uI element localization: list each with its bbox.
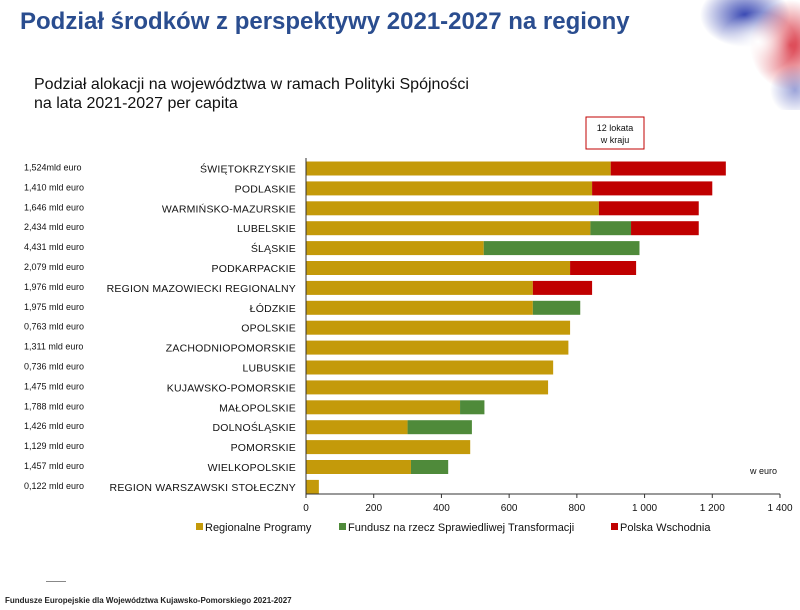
bar-wschodnia xyxy=(570,261,637,275)
allocation-label: 2,434 mld euro xyxy=(24,222,84,232)
allocation-label: 1,311 mld euro xyxy=(24,342,83,352)
allocation-label: 1,457 mld euro xyxy=(24,461,84,471)
allocation-label: 0,763 mld euro xyxy=(24,322,84,332)
bar-wschodnia xyxy=(598,201,699,216)
bar-fundusz xyxy=(407,420,472,435)
allocation-label: 0,122 mld euro xyxy=(24,481,84,491)
x-tick-label: 0 xyxy=(303,503,309,514)
category-label: KUJAWSKO-POMORSKIE xyxy=(167,382,296,394)
bar-regionalne xyxy=(306,161,611,176)
category-label: OPOLSKIE xyxy=(241,323,296,335)
allocation-label: 2,079 mld euro xyxy=(24,262,84,272)
bar-fundusz xyxy=(590,221,632,236)
allocation-label: 1,129 mld euro xyxy=(24,441,84,451)
legend-swatch xyxy=(196,523,203,530)
bar-regionalne xyxy=(306,201,599,216)
stacked-bar-chart: ŚWIĘTOKRZYSKIE 1,524mld euro PODLASKIE 1,41… xyxy=(24,116,793,534)
x-tick-label: 1 200 xyxy=(700,503,725,514)
category-label: POMORSKIE xyxy=(231,442,296,454)
bar-wschodnia xyxy=(610,161,726,176)
category-label: PODKARPACKIE xyxy=(212,263,296,275)
legend-swatch xyxy=(339,523,346,530)
category-label: DOLNOŚLĄSKIE xyxy=(212,421,296,434)
category-label: WARMIŃSKO-MAZURSKIE xyxy=(162,202,296,215)
category-label: ŚLĄSKIE xyxy=(251,242,296,255)
category-label: PODLASKIE xyxy=(235,183,296,195)
bar-fundusz xyxy=(532,300,581,315)
bar-regionalne xyxy=(306,440,471,455)
x-tick-label: 1 400 xyxy=(767,503,792,514)
category-label: WIELKOPOLSKIE xyxy=(208,462,296,474)
footer-text: Fundusze Europejskie dla Województwa Kuj… xyxy=(5,596,292,605)
annotation-box xyxy=(585,116,645,150)
allocation-label: 4,431 mld euro xyxy=(24,242,84,252)
allocation-label: 0,736 mld euro xyxy=(24,362,84,372)
category-label: LUBUSKIE xyxy=(242,363,296,375)
legend-label: Regionalne Programy xyxy=(205,522,312,534)
subtitle-line-1: Podział alokacji na województwa w ramach… xyxy=(34,76,469,93)
subtitle-line-2: na lata 2021-2027 per capita xyxy=(34,95,238,112)
annotation-text-line1: 12 lokata xyxy=(597,123,634,133)
bar-regionalne xyxy=(306,320,571,335)
bar-fundusz xyxy=(410,460,449,474)
chart-subtitle: Podział alokacji na województwa w ramach… xyxy=(34,75,469,113)
bar-regionalne xyxy=(306,241,484,256)
bar-regionalne xyxy=(306,460,411,474)
category-label: ZACHODNIOPOMORSKIE xyxy=(166,343,296,355)
allocation-label: 1,475 mld euro xyxy=(24,381,84,391)
allocation-label: 1,646 mld euro xyxy=(24,202,84,212)
bar-regionalne xyxy=(306,300,533,315)
allocation-label: 1,975 mld euro xyxy=(24,302,84,312)
allocation-label: 1,976 mld euro xyxy=(24,282,84,292)
bar-fundusz xyxy=(483,241,640,256)
legend-label: Polska Wschodnia xyxy=(620,522,711,534)
bar-regionalne xyxy=(306,400,461,415)
bar-regionalne xyxy=(306,221,591,236)
annotation-text-line2: w kraju xyxy=(600,135,630,145)
allocation-label: 1,426 mld euro xyxy=(24,421,84,431)
page-title: Podział środków z perspektywy 2021-2027 … xyxy=(20,8,630,35)
bar-regionalne xyxy=(306,360,554,375)
category-label: ŚWIĘTOKRZYSKIE xyxy=(200,163,296,176)
bar-wschodnia xyxy=(631,221,699,236)
x-tick-label: 1 000 xyxy=(632,503,657,514)
bar-regionalne xyxy=(306,280,533,295)
legend-label: Fundusz na rzecz Sprawiedliwej Transform… xyxy=(348,522,574,534)
allocation-label: 1,524mld euro xyxy=(24,163,82,173)
x-tick-label: 400 xyxy=(433,503,450,514)
bar-wschodnia xyxy=(592,181,713,196)
bar-regionalne xyxy=(306,420,408,435)
category-label: MAŁOPOLSKIE xyxy=(219,402,296,414)
bar-regionalne xyxy=(306,340,569,355)
allocation-label: 1,410 mld euro xyxy=(24,182,84,192)
footer-divider xyxy=(46,581,66,582)
category-label: LUBELSKIE xyxy=(237,223,296,235)
category-label: ŁÓDZKIE xyxy=(250,302,296,315)
category-label: REGION MAZOWIECKI REGIONALNY xyxy=(107,283,296,295)
x-tick-label: 200 xyxy=(365,503,382,514)
bar-regionalne xyxy=(306,380,549,395)
category-label: REGION WARSZAWSKI STOŁECZNY xyxy=(110,482,296,494)
bar-fundusz xyxy=(460,400,485,415)
x-tick-label: 600 xyxy=(501,503,518,514)
bar-regionalne xyxy=(306,479,319,494)
legend-swatch xyxy=(611,523,618,530)
x-tick-label: 800 xyxy=(569,503,586,514)
allocation-label: 1,788 mld euro xyxy=(24,401,84,411)
bar-wschodnia xyxy=(532,280,593,295)
unit-label: w euro xyxy=(749,466,777,476)
bar-regionalne xyxy=(306,181,593,196)
bar-regionalne xyxy=(306,261,571,275)
corner-decoration xyxy=(650,0,800,110)
